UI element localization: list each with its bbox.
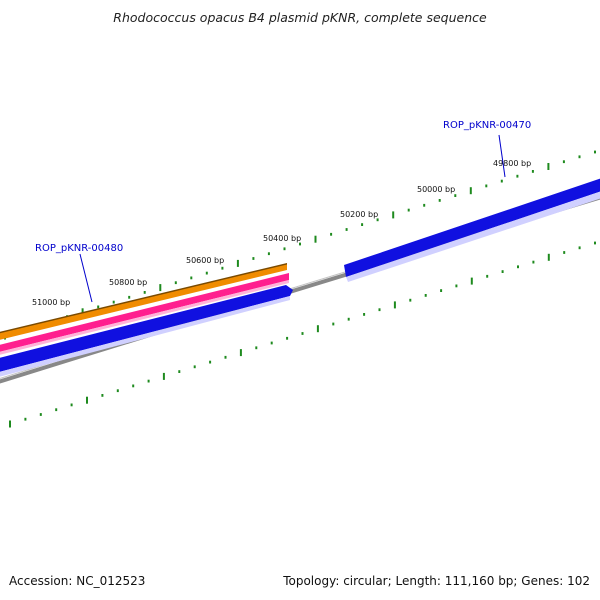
topology-label: Topology: — [283, 574, 340, 588]
cds-block-ROP_pKNR-00470[interactable] — [344, 177, 600, 277]
tick-label: 51000 bp — [32, 298, 70, 307]
topology-value: circular; — [343, 574, 392, 588]
gene-label-leader-00470 — [498, 134, 506, 178]
tick-label: 50000 bp — [417, 185, 455, 194]
cds-shadow-lower-left — [0, 296, 290, 377]
sequence-summary: Topology: circular; Length: 111,160 bp; … — [283, 574, 590, 588]
gene-label-leader-00480 — [79, 253, 93, 303]
length-value: 111,160 bp; — [444, 574, 518, 588]
tick-label: 49800 bp — [493, 159, 531, 168]
accession-label: Accession: — [9, 574, 73, 588]
gene-label-ROP_pKNR-00470[interactable]: ROP_pKNR-00470 — [443, 120, 531, 131]
page-title: Rhodococcus opacus B4 plasmid pKNR, comp… — [113, 10, 487, 25]
gene-bar-orange-edge — [0, 263, 287, 334]
accession-info: Accession: NC_012523 — [9, 574, 145, 588]
inner-tick-ring — [9, 241, 596, 428]
tick-label: 50400 bp — [263, 234, 301, 243]
tick-label: 50200 bp — [340, 210, 378, 219]
gene-bar-pink-shade — [0, 280, 289, 355]
cds-arrow-ROP_pKNR-00480[interactable] — [0, 285, 293, 373]
gene-bar-orange[interactable] — [0, 264, 287, 341]
cds-shadow-upper-right — [346, 191, 600, 282]
length-label: Length: — [395, 574, 441, 588]
genes-label: Genes: — [521, 574, 564, 588]
gene-label-ROP_pKNR-00480[interactable]: ROP_pKNR-00480 — [35, 243, 123, 254]
genes-value: 102 — [567, 574, 590, 588]
gene-bar-pink[interactable] — [0, 273, 289, 353]
tick-label: 50600 bp — [186, 256, 224, 265]
tick-label: 50800 bp — [109, 278, 147, 287]
accession-value: NC_012523 — [76, 574, 146, 588]
